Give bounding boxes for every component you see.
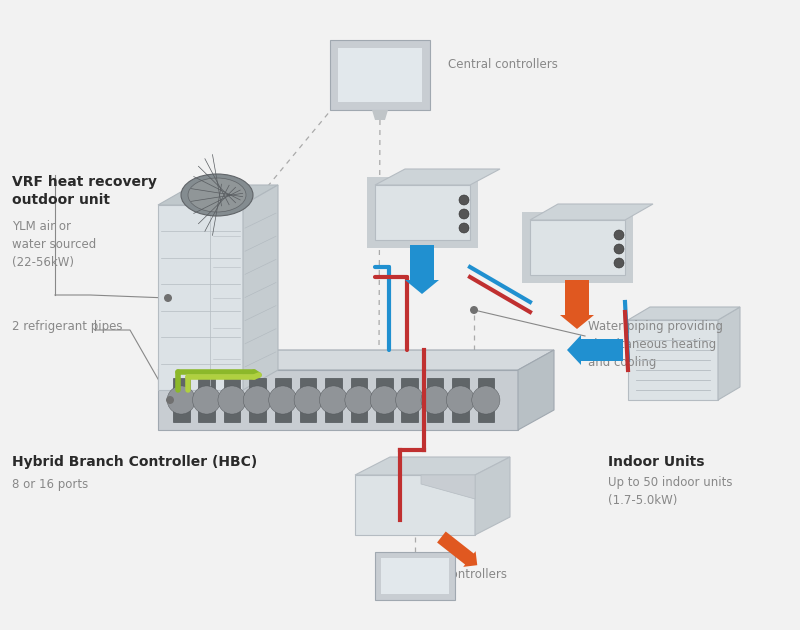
Polygon shape (367, 177, 478, 248)
Polygon shape (158, 370, 518, 430)
Polygon shape (452, 378, 469, 422)
Text: Central controllers: Central controllers (448, 58, 558, 71)
FancyArrow shape (560, 280, 594, 329)
Polygon shape (381, 558, 449, 594)
Polygon shape (530, 204, 653, 220)
Text: 8 or 16 ports: 8 or 16 ports (12, 478, 88, 491)
Polygon shape (475, 457, 510, 535)
Ellipse shape (181, 174, 253, 216)
Circle shape (459, 209, 469, 219)
Text: Water piping providing
simultaneous heating
and cooling: Water piping providing simultaneous heat… (588, 320, 723, 369)
Polygon shape (338, 48, 422, 102)
Circle shape (345, 386, 373, 414)
Circle shape (319, 386, 348, 414)
FancyArrow shape (567, 335, 623, 365)
Polygon shape (518, 350, 554, 430)
FancyArrow shape (405, 245, 439, 294)
Polygon shape (274, 378, 291, 422)
Text: YLM air or
water sourced
(22-56kW): YLM air or water sourced (22-56kW) (12, 220, 96, 269)
Polygon shape (158, 205, 243, 390)
Text: Remote controllers: Remote controllers (395, 568, 507, 581)
Polygon shape (478, 378, 494, 422)
Polygon shape (530, 220, 625, 275)
Polygon shape (628, 307, 740, 320)
Polygon shape (350, 378, 367, 422)
Polygon shape (326, 378, 342, 422)
Circle shape (614, 230, 624, 240)
Circle shape (459, 195, 469, 205)
Polygon shape (522, 212, 633, 283)
Polygon shape (224, 378, 240, 422)
Polygon shape (173, 378, 190, 422)
Text: Hybrid Branch Controller (HBC): Hybrid Branch Controller (HBC) (12, 455, 258, 469)
FancyArrow shape (437, 532, 478, 567)
Circle shape (421, 386, 449, 414)
Polygon shape (375, 552, 455, 600)
Polygon shape (718, 307, 740, 400)
Polygon shape (628, 320, 718, 400)
Polygon shape (330, 40, 430, 110)
Circle shape (166, 396, 174, 404)
Circle shape (446, 386, 474, 414)
Circle shape (614, 258, 624, 268)
Polygon shape (355, 475, 475, 535)
Circle shape (370, 386, 398, 414)
Circle shape (396, 386, 424, 414)
Polygon shape (372, 110, 388, 120)
Polygon shape (198, 378, 215, 422)
Ellipse shape (188, 178, 246, 212)
Polygon shape (355, 457, 510, 475)
Polygon shape (427, 378, 443, 422)
Polygon shape (158, 185, 278, 205)
Polygon shape (243, 185, 278, 390)
Circle shape (459, 223, 469, 233)
Polygon shape (421, 475, 475, 499)
Circle shape (294, 386, 322, 414)
Polygon shape (376, 378, 393, 422)
Circle shape (470, 306, 478, 314)
Circle shape (167, 386, 195, 414)
Text: Up to 50 indoor units
(1.7-5.0kW): Up to 50 indoor units (1.7-5.0kW) (608, 476, 733, 507)
Polygon shape (375, 185, 470, 240)
Polygon shape (300, 378, 317, 422)
Circle shape (614, 244, 624, 254)
Circle shape (193, 386, 221, 414)
Circle shape (164, 294, 172, 302)
Polygon shape (375, 169, 500, 185)
Polygon shape (158, 350, 554, 370)
Text: 2 refrigerant pipes: 2 refrigerant pipes (12, 320, 122, 333)
Circle shape (218, 386, 246, 414)
Circle shape (243, 386, 271, 414)
Circle shape (472, 386, 500, 414)
Circle shape (269, 386, 297, 414)
Text: VRF heat recovery
outdoor unit: VRF heat recovery outdoor unit (12, 175, 157, 207)
Polygon shape (249, 378, 266, 422)
Text: Indoor Units: Indoor Units (608, 455, 705, 469)
Polygon shape (402, 378, 418, 422)
